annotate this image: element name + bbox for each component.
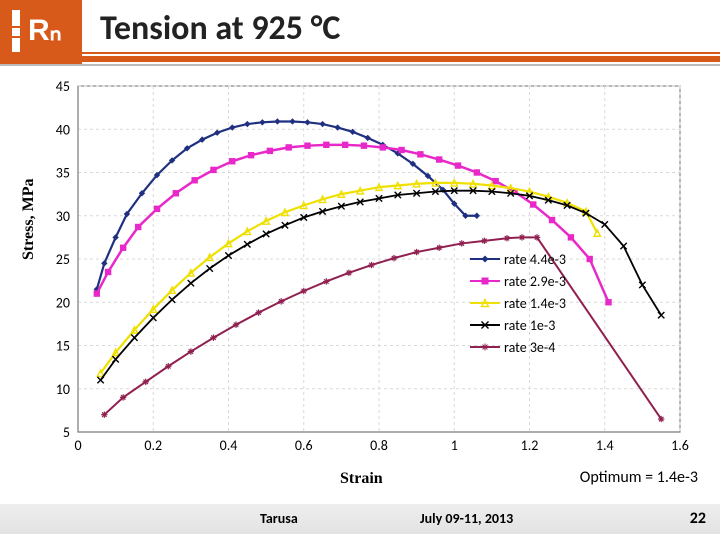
header-rule-thin (0, 52, 720, 54)
legend-label: rate 1e-3 (504, 317, 555, 334)
svg-text:0: 0 (74, 437, 81, 454)
svg-text:1: 1 (451, 437, 458, 454)
legend-label: rate 2.9e-3 (504, 273, 566, 290)
header-rule-gray (0, 64, 720, 66)
logo: Rₙ (0, 0, 82, 64)
legend-label: rate 1.4e-3 (504, 295, 566, 312)
header-rule-thick (0, 56, 720, 62)
footer: Tarusa July 09-11, 2013 22 (0, 504, 720, 534)
svg-text:20: 20 (56, 294, 70, 311)
legend-label: rate 4.4e-3 (504, 251, 566, 268)
svg-text:0.4: 0.4 (220, 437, 238, 454)
svg-text:1.4: 1.4 (596, 437, 614, 454)
legend-item: rate 1e-3 (470, 314, 566, 336)
legend: rate 4.4e-3 rate 2.9e-3 rate 1.4e-3 rate 1e… (470, 248, 566, 358)
svg-text:40: 40 (56, 121, 70, 138)
svg-text:0.6: 0.6 (295, 437, 313, 454)
legend-item: rate 2.9e-3 (470, 270, 566, 292)
svg-text:0.8: 0.8 (370, 437, 388, 454)
footer-date: July 09-11, 2013 (420, 510, 513, 527)
legend-label: rate 3e-4 (504, 339, 555, 356)
svg-text:15: 15 (56, 338, 70, 355)
legend-item: rate 1.4e-3 (470, 292, 566, 314)
legend-item: rate 4.4e-3 (470, 248, 566, 270)
svg-text:Rₙ: Rₙ (28, 14, 62, 47)
svg-text:45: 45 (56, 80, 70, 95)
svg-text:1.2: 1.2 (521, 437, 539, 454)
page-title: Tension at 925 °C (100, 8, 340, 49)
stress-strain-chart: 0 0.2 0.4 0.6 0.8 1 1.2 1.4 1.6 5 10 15 20 25 30 35 40 45 (30, 80, 690, 460)
x-axis-label: Strain (340, 470, 383, 488)
svg-text:5: 5 (63, 424, 70, 441)
optimum-note: Optimum = 1.4e-3 (580, 468, 698, 487)
svg-text:10: 10 (56, 381, 70, 398)
svg-text:0.2: 0.2 (144, 437, 162, 454)
svg-text:30: 30 (56, 208, 70, 225)
legend-item: rate 3e-4 (470, 336, 566, 358)
footer-page: 22 (690, 509, 706, 528)
svg-text:25: 25 (56, 251, 70, 268)
svg-text:1.6: 1.6 (671, 437, 689, 454)
footer-venue: Tarusa (260, 510, 298, 527)
svg-text:35: 35 (56, 165, 70, 182)
